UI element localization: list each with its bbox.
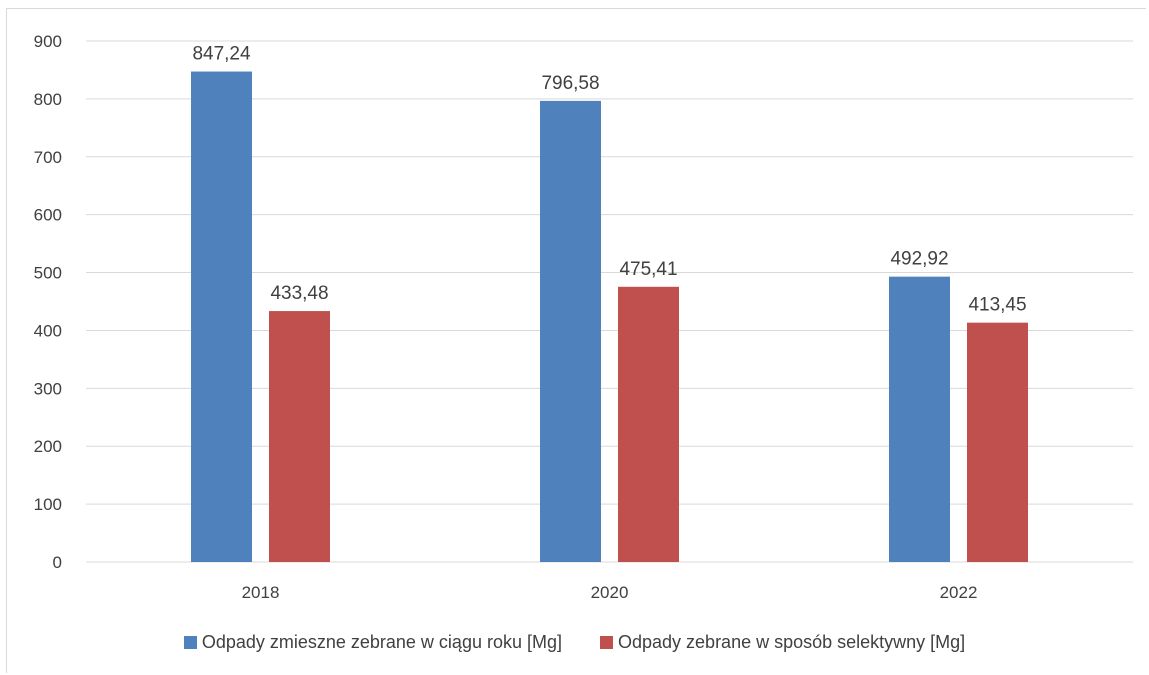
bar-series-1-2018 xyxy=(191,71,252,562)
x-tick-label-2018: 2018 xyxy=(242,583,280,602)
legend-item-series-2: Odpady zebrane w sposób selektywny [Mg] xyxy=(600,632,965,653)
bar-series-2-2020 xyxy=(618,286,679,562)
data-label-series-2-2020: 475,41 xyxy=(619,259,677,280)
data-label-series-1-2020: 796,58 xyxy=(541,73,599,94)
data-labels: 847,24 433,48 796,58 475,41 492,92 413,45 xyxy=(192,44,1026,316)
y-axis-ticks: 0 100 200 300 400 500 600 700 800 900 xyxy=(34,32,62,572)
legend-label-series-2: Odpady zebrane w sposób selektywny [Mg] xyxy=(618,632,966,652)
y-tick-label: 800 xyxy=(34,90,62,109)
legend-swatch-series-2 xyxy=(600,636,613,649)
legend: Odpady zmieszne zebrane w ciągu roku [Mg… xyxy=(0,632,1149,653)
x-axis-ticks: 2018 2020 2022 xyxy=(242,583,978,602)
bar-series-1-2022 xyxy=(889,276,950,562)
y-tick-label: 0 xyxy=(53,553,62,572)
data-label-series-2-2018: 433,48 xyxy=(270,283,328,304)
bars xyxy=(191,71,1028,563)
y-tick-label: 400 xyxy=(34,321,62,340)
y-tick-label: 300 xyxy=(34,379,62,398)
x-tick-label-2022: 2022 xyxy=(940,583,978,602)
bar-series-2-2022 xyxy=(967,322,1028,562)
chart-frame xyxy=(6,8,1146,673)
gridlines xyxy=(86,40,1133,563)
data-label-series-1-2018: 847,24 xyxy=(192,44,251,65)
legend-swatch-series-1 xyxy=(183,636,197,649)
data-label-series-2-2022: 413,45 xyxy=(968,295,1026,316)
y-tick-label: 900 xyxy=(34,32,62,51)
data-label-series-1-2022: 492,92 xyxy=(890,249,948,270)
legend-label-series-1: Odpady zmieszne zebrane w ciągu roku [Mg… xyxy=(201,632,562,652)
bar-series-1-2020 xyxy=(540,100,601,563)
y-tick-label: 600 xyxy=(34,206,62,225)
y-tick-label: 100 xyxy=(34,495,62,514)
x-tick-label-2020: 2020 xyxy=(591,583,629,602)
bar-series-2-2018 xyxy=(269,311,330,562)
y-tick-label: 700 xyxy=(34,148,62,167)
y-tick-label: 500 xyxy=(34,264,62,283)
legend-item-series-1: Odpady zmieszne zebrane w ciągu roku [Mg… xyxy=(183,632,562,653)
y-tick-label: 200 xyxy=(34,437,62,456)
